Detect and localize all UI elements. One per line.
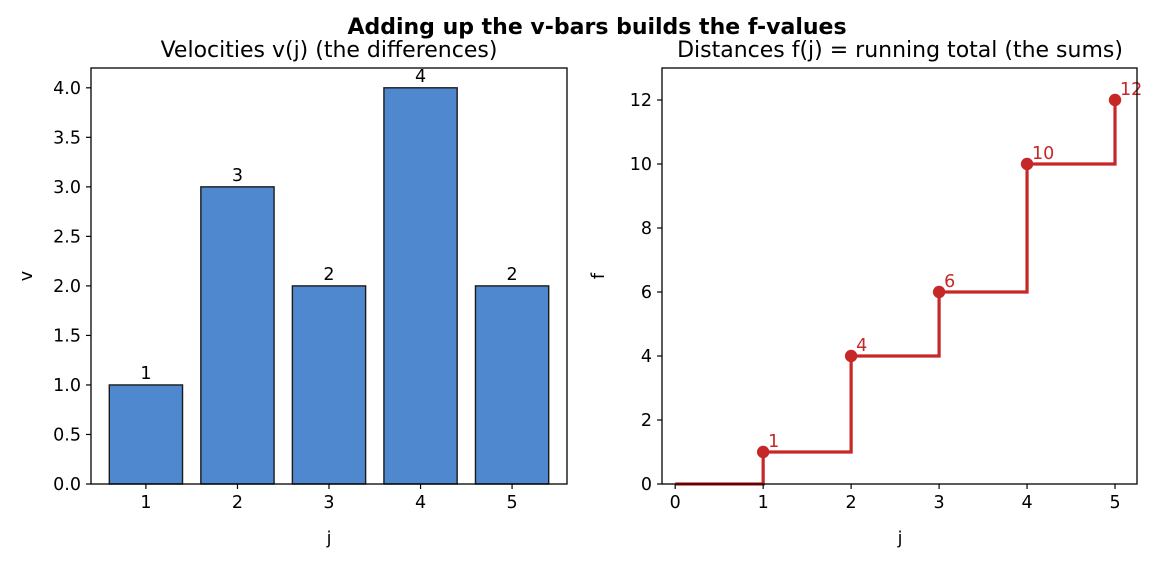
distance-chart-title: Distances f(j) = running total (the sums… xyxy=(677,38,1123,63)
velocity-y-tick-label: 0.5 xyxy=(53,425,81,445)
distance-point-label: 4 xyxy=(856,336,867,356)
distance-point xyxy=(1108,93,1122,107)
distance-point xyxy=(756,445,770,459)
distance-y-tick-label: 10 xyxy=(630,155,652,175)
velocity-y-tick-label: 4.0 xyxy=(53,79,81,99)
velocity-chart-title: Velocities v(j) (the differences) xyxy=(161,38,498,63)
figure-suptitle: Adding up the v-bars builds the f-values xyxy=(347,15,846,40)
velocity-y-tick-label: 3.0 xyxy=(53,178,81,198)
distance-y-tick-label: 4 xyxy=(641,347,652,367)
distance-x-tick-label: 1 xyxy=(758,493,769,513)
velocity-x-tick-label: 4 xyxy=(415,493,426,513)
velocity-y-tick-label: 0.0 xyxy=(53,475,81,495)
distance-x-tick-label: 3 xyxy=(934,493,945,513)
velocity-bar xyxy=(474,285,550,485)
distance-y-tick-label: 2 xyxy=(641,411,652,431)
distance-point-labels: 1 4 6 10 12 xyxy=(768,80,1142,452)
velocity-y-tick-label: 2.5 xyxy=(53,227,81,247)
distance-points xyxy=(756,93,1122,459)
distance-x-tick-label: 2 xyxy=(846,493,857,513)
velocity-bar-value-label: 4 xyxy=(415,67,426,87)
distance-y-tick-label: 6 xyxy=(641,283,652,303)
distance-point xyxy=(844,349,858,363)
velocity-plot-frame xyxy=(90,67,568,485)
velocity-bar xyxy=(108,384,184,485)
distance-point-label: 6 xyxy=(944,272,955,292)
distance-x-tick-label: 5 xyxy=(1109,493,1120,513)
distance-y-tick-label: 8 xyxy=(641,219,652,239)
velocity-bar-chart: Velocities v(j) (the differences) 13242 … xyxy=(17,38,568,549)
distance-point xyxy=(932,285,946,299)
distance-y-tick-label: 0 xyxy=(641,475,652,495)
velocity-y-axis-label: v xyxy=(17,271,37,281)
velocity-y-ticks: 0.0 0.5 1.0 1.5 2.0 2.5 3.0 3.5 4.0 xyxy=(53,79,91,495)
velocity-bar-value-label: 2 xyxy=(323,265,334,285)
distance-x-axis-label: j xyxy=(897,529,903,549)
distance-point-label: 1 xyxy=(768,432,779,452)
velocity-y-tick-label: 1.0 xyxy=(53,376,81,396)
velocity-y-tick-label: 2.0 xyxy=(53,277,81,297)
velocity-x-tick-label: 3 xyxy=(323,493,334,513)
velocity-x-axis-label: j xyxy=(326,529,332,549)
velocity-bar-value-label: 3 xyxy=(232,166,243,186)
velocity-bar-labels: 1 3 2 4 2 xyxy=(140,67,517,384)
velocity-bar xyxy=(383,87,458,485)
distance-x-ticks: 0 1 2 3 4 5 xyxy=(670,484,1121,513)
velocity-y-tick-label: 1.5 xyxy=(53,326,81,346)
distance-step-chart: Distances f(j) = running total (the sums… xyxy=(589,38,1142,549)
velocity-bar xyxy=(291,285,367,485)
velocity-y-tick-label: 3.5 xyxy=(53,128,81,148)
distance-y-axis-label: f xyxy=(589,272,609,279)
distance-x-tick-label: 0 xyxy=(670,493,681,513)
distance-plot-frame xyxy=(661,67,1138,485)
distance-point-label: 10 xyxy=(1032,144,1054,164)
distance-x-tick-label: 4 xyxy=(1021,493,1032,513)
velocity-bar-value-label: 2 xyxy=(507,265,518,285)
distance-step-line xyxy=(675,100,1117,486)
velocity-x-tick-label: 1 xyxy=(140,493,151,513)
velocity-x-ticks: 1 2 3 4 5 xyxy=(140,484,518,513)
distance-point xyxy=(1020,157,1034,171)
distance-y-tick-label: 12 xyxy=(630,91,652,111)
velocity-x-tick-label: 5 xyxy=(507,493,518,513)
velocity-x-tick-label: 2 xyxy=(232,493,243,513)
velocity-bar xyxy=(200,186,275,485)
velocity-bar-value-label: 1 xyxy=(140,364,151,384)
distance-point-label: 12 xyxy=(1120,80,1142,100)
velocity-bars xyxy=(108,87,550,485)
distance-y-ticks: 0 2 4 6 8 10 12 xyxy=(630,91,662,495)
